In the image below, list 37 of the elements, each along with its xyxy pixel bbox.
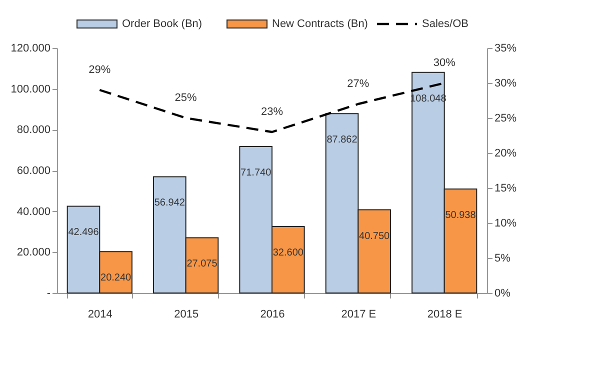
data-label: 23% xyxy=(260,106,284,118)
data-label: 27% xyxy=(347,78,370,90)
x-tick-label: 2018 E xyxy=(427,308,462,320)
y2-tick-label: 25% xyxy=(494,112,517,124)
data-label: 71.740 xyxy=(240,168,272,179)
y2-tick-label: 10% xyxy=(494,218,517,230)
data-label: 40.750 xyxy=(359,230,390,242)
data-label: 25% xyxy=(174,92,198,104)
data-label: 32.600 xyxy=(272,247,304,258)
y2-tick-label: 5% xyxy=(494,252,511,264)
y-tick-label: 100.000 xyxy=(10,83,50,96)
y2-tick-label: 20% xyxy=(494,148,517,160)
data-label: 20.240 xyxy=(100,272,132,284)
x-tick-label: 2015 xyxy=(174,308,199,320)
x-tick-label: 2014 xyxy=(88,308,112,320)
x-tick-label: 2017 E xyxy=(341,308,376,320)
y2-tick-label: 15% xyxy=(494,182,517,194)
data-label: 87.862 xyxy=(326,134,358,146)
data-label: 29% xyxy=(88,64,111,76)
data-label: 42.496 xyxy=(68,227,100,238)
y-tick-label: 20.000 xyxy=(16,246,50,259)
legend-label: Sales/OB xyxy=(422,18,468,30)
legend-label: New Contracts (Bn) xyxy=(272,18,368,30)
y2-tick-label: 0% xyxy=(494,288,511,300)
legend-label: Order Book (Bn) xyxy=(122,18,202,30)
y-tick-label: 40.000 xyxy=(16,206,50,218)
data-label: 56.942 xyxy=(154,198,186,209)
y2-tick-label: 35% xyxy=(494,42,517,54)
x-tick-label: 2016 xyxy=(260,308,285,320)
y2-tick-label: 30% xyxy=(494,78,517,90)
y-tick-label: 60.000 xyxy=(16,165,50,177)
y-tick-label: 80.000 xyxy=(16,124,50,136)
y-tick-label: - xyxy=(46,288,51,300)
data-label: 30% xyxy=(433,57,456,69)
y-tick-label: 120.000 xyxy=(10,42,50,54)
data-label: 50.938 xyxy=(445,210,476,221)
data-label: 27.075 xyxy=(186,258,218,270)
